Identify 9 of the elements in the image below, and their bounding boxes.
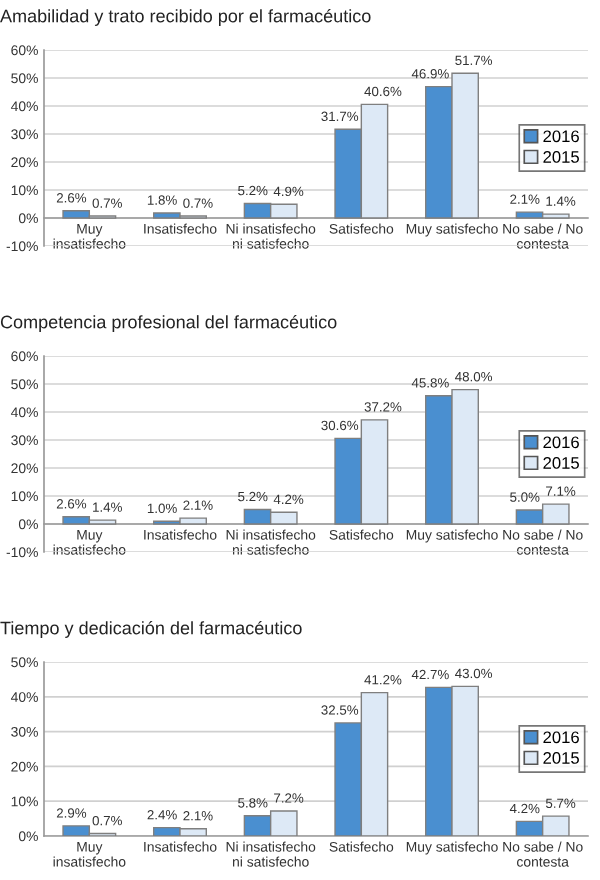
legend-label: 2015: [543, 457, 579, 469]
chart-title: Amabilidad y trato recibido por el farmacéutico: [0, 8, 371, 26]
chart-title: Competencia profesional del farmacéutico: [0, 314, 337, 332]
legend-label: 2015: [543, 752, 579, 764]
legend-label: 2016: [543, 436, 579, 449]
chart-title: Tiempo y dedicación del farmacéutico: [0, 620, 302, 638]
legend-label: 2015: [543, 151, 579, 163]
legend-label: 2016: [543, 731, 579, 744]
legend-label: 2016: [543, 130, 579, 143]
